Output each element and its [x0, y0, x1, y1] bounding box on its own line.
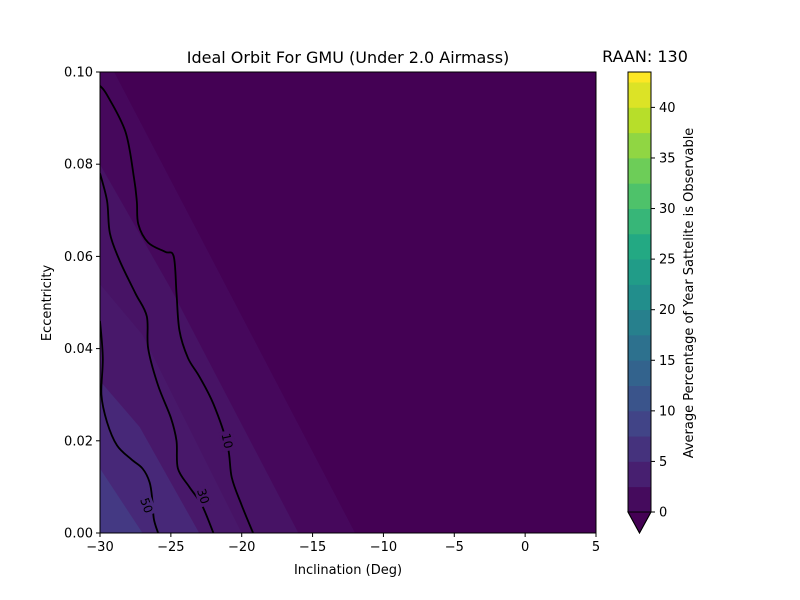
colorbar-segment — [628, 334, 651, 361]
contour-label-text: 30 — [194, 487, 212, 506]
colorbar-segment — [628, 82, 651, 108]
colorbar-tick-label: 40 — [659, 101, 676, 116]
contour-label-text: 10 — [219, 432, 236, 450]
colorbar-tick-label: 30 — [659, 202, 676, 217]
colorbar-segment — [628, 461, 651, 488]
colorbar-segment — [628, 284, 651, 311]
colorbar: 0 5 10 15 20 25 30 35 40 — [627, 71, 676, 535]
colorbar-segment — [628, 360, 651, 386]
colorbar-segment — [628, 107, 651, 134]
x-tick-label: −15 — [299, 540, 326, 555]
x-axis-ticks: −30 −25 −20 −15 −10 −5 0 5 — [86, 533, 600, 555]
contour-line-30 — [100, 173, 215, 533]
colorbar-outline — [627, 71, 652, 535]
y-tick-label: 0.02 — [64, 434, 93, 449]
contour-band-4 — [100, 380, 200, 533]
x-tick-label: −5 — [445, 540, 464, 555]
chart-title: Ideal Orbit For GMU (Under 2.0 Airmass) — [187, 48, 510, 67]
filled-contours — [100, 72, 356, 533]
x-tick-label: −30 — [86, 540, 113, 555]
colorbar-extend-triangle — [627, 511, 652, 535]
y-tick-label: 0.00 — [64, 527, 93, 542]
colorbar-segment — [628, 410, 651, 437]
y-tick-label: 0.04 — [64, 342, 93, 357]
colorbar-tick-label: 25 — [659, 253, 676, 268]
colorbar-segment — [628, 486, 651, 513]
colorbar-segment — [628, 208, 651, 235]
contour-label-10: 10 — [218, 429, 237, 453]
x-axis-label: Inclination (Deg) — [294, 563, 402, 578]
colorbar-segment — [628, 309, 651, 336]
x-tick-label: 0 — [521, 540, 529, 555]
colorbar-segment — [628, 436, 651, 462]
contour-label-30: 30 — [193, 484, 214, 508]
colorbar-label: Average Percentage of Year Sattelite is … — [682, 128, 697, 459]
colorbar-tick-label: 15 — [659, 354, 676, 369]
colorbar-segment — [628, 385, 651, 412]
colorbar-segment — [628, 132, 651, 159]
x-tick-label: −20 — [228, 540, 255, 555]
x-tick-label: −10 — [370, 540, 397, 555]
colorbar-tick-label: 10 — [659, 404, 676, 419]
contour-labels: 10 30 50 — [136, 429, 237, 518]
colorbar-segment — [628, 72, 651, 83]
y-axis-ticks: 0.00 0.02 0.04 0.06 0.08 0.10 — [64, 66, 100, 542]
colorbar-tick-label: 0 — [659, 506, 667, 521]
contour-band-5 — [100, 468, 143, 533]
colorbar-tick-label: 20 — [659, 303, 676, 318]
raan-label: RAAN: 130 — [602, 47, 688, 66]
colorbar-segment — [628, 233, 651, 260]
y-tick-label: 0.08 — [64, 158, 93, 173]
contour-label-50: 50 — [136, 493, 157, 518]
colorbar-segment — [628, 259, 651, 285]
axes-frame — [99, 71, 597, 534]
x-tick-label: 5 — [592, 540, 600, 555]
x-tick-label: −25 — [157, 540, 184, 555]
colorbar-segment — [628, 157, 651, 184]
y-tick-label: 0.10 — [64, 66, 93, 81]
colorbar-segment — [628, 183, 651, 209]
y-axis-label: Eccentricity — [40, 265, 55, 342]
colorbar-tick-label: 35 — [659, 151, 676, 166]
colorbar-tick-label: 5 — [659, 455, 667, 470]
contour-label-text: 50 — [137, 496, 155, 515]
y-tick-label: 0.06 — [64, 250, 93, 265]
